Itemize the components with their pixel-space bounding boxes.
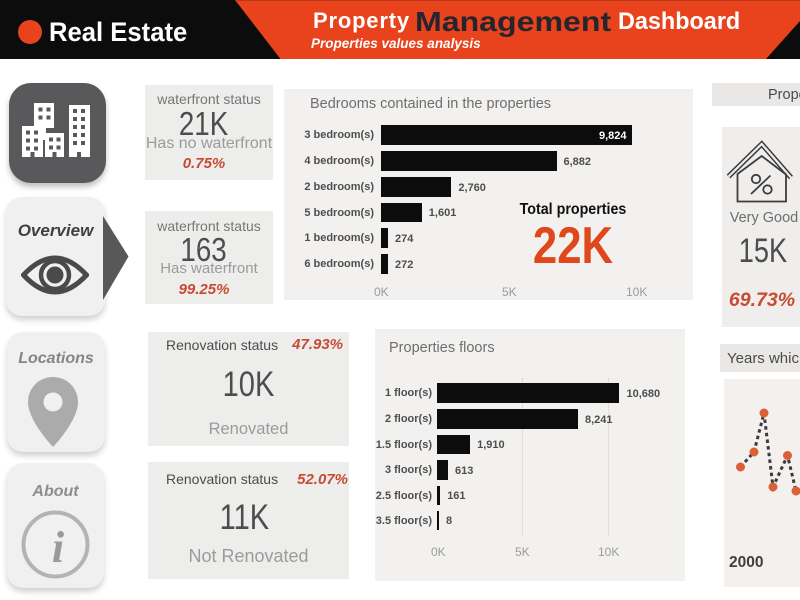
svg-text:i: i xyxy=(52,523,65,572)
